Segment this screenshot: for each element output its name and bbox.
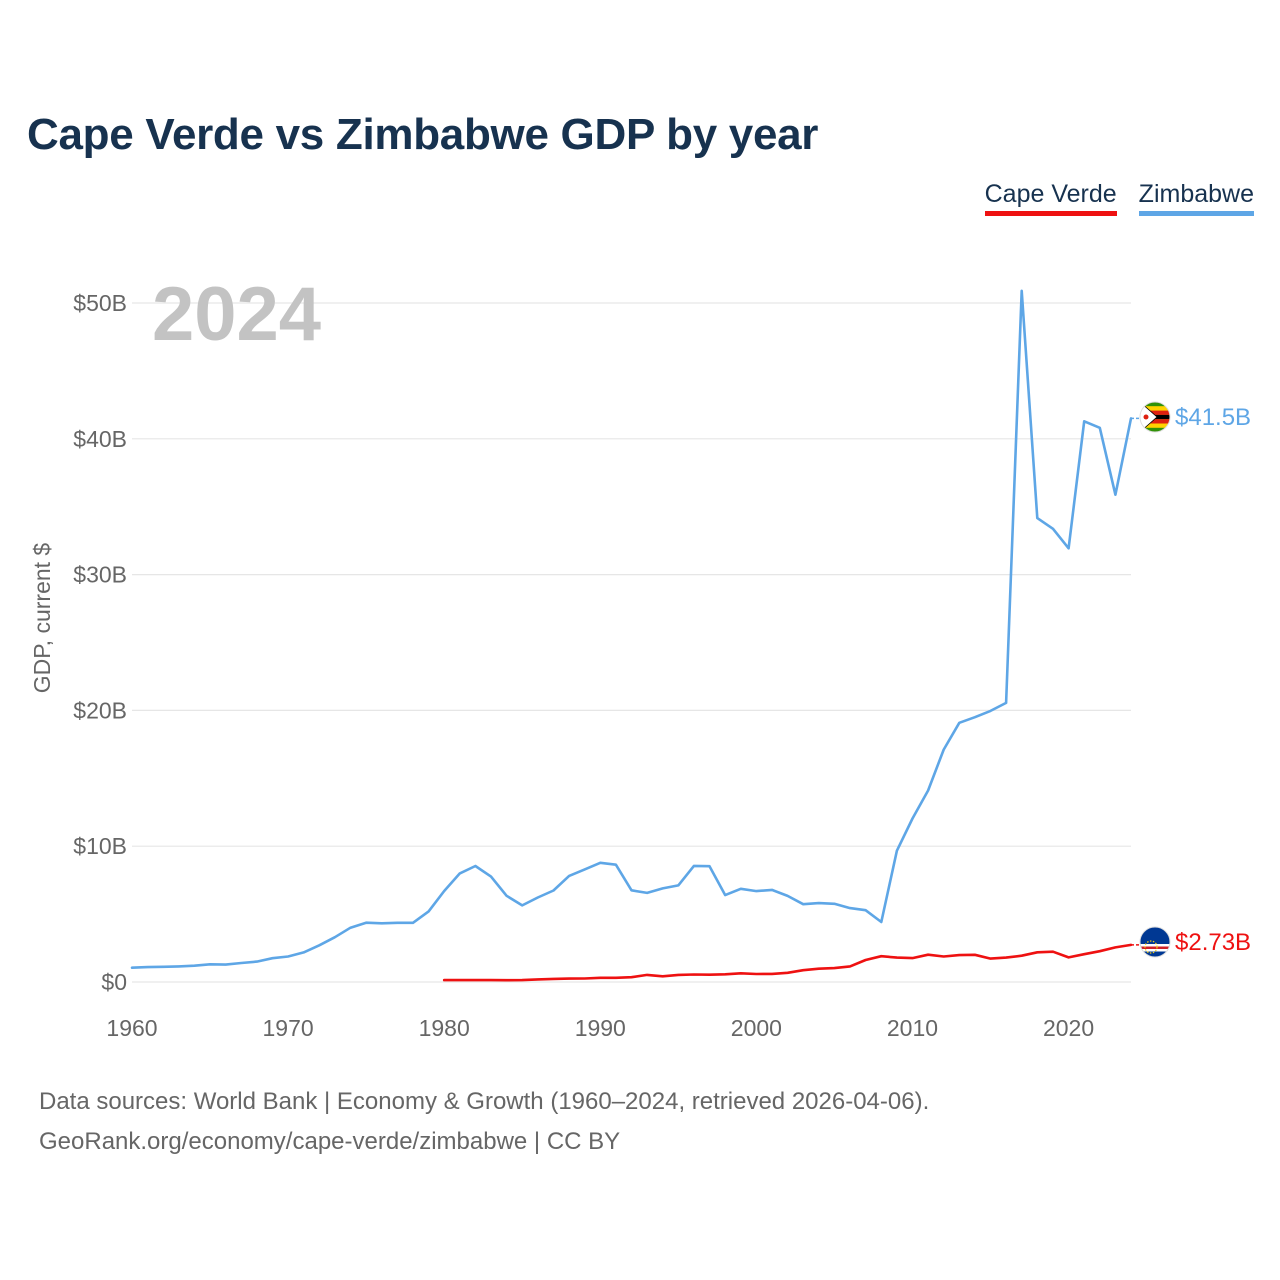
footer: Data sources: World Bank | Economy & Gro… [39, 1082, 929, 1162]
legend: Cape Verde Zimbabwe [984, 180, 1254, 216]
legend-item-zimbabwe[interactable]: Zimbabwe [1138, 180, 1254, 216]
series-lines [130, 289, 1140, 982]
x-tick-label: 2000 [731, 1015, 782, 1041]
series-line-zimbabwe [130, 289, 1133, 970]
y-tick-label: $0 [101, 969, 127, 995]
chart-title: Cape Verde vs Zimbabwe GDP by year [27, 110, 819, 159]
x-axis-ticks: 1960 1970 1980 1990 2000 2010 2020 [106, 1015, 1094, 1041]
y-tick-label: $20B [73, 697, 127, 723]
x-tick-label: 1990 [575, 1015, 626, 1041]
x-tick-label: 1960 [106, 1015, 157, 1041]
x-tick-label: 1970 [263, 1015, 314, 1041]
gdp-line-chart: $0 $10B $20B $30B $40B $50B 1960 1970 1980 1990 2… [29, 272, 1251, 1041]
x-tick-label: 2010 [887, 1015, 938, 1041]
x-tick-label: 2020 [1043, 1015, 1094, 1041]
y-tick-label: $10B [73, 833, 127, 859]
cape-verde-flag-icon [1140, 927, 1170, 957]
x-tick-label: 1980 [419, 1015, 470, 1041]
footer-attribution[interactable]: GeoRank.org/economy/cape-verde/zimbabwe … [39, 1128, 621, 1155]
zimbabwe-flag-icon [1140, 402, 1170, 432]
y-tick-label: $30B [73, 562, 127, 588]
year-label: 2024 [152, 272, 321, 357]
grid-lines [132, 302, 1131, 983]
series-line-cape-verde [442, 943, 1133, 982]
zimbabwe-end-label: $41.5B [1175, 404, 1251, 431]
legend-item-cape-verde[interactable]: Cape Verde [984, 180, 1117, 216]
footer-sources: Data sources: World Bank | Economy & Gro… [39, 1088, 930, 1115]
y-tick-label: $50B [73, 290, 127, 316]
y-axis-ticks: $0 $10B $20B $30B $40B $50B [73, 290, 127, 995]
cape-verde-end-label: $2.73B [1175, 929, 1251, 956]
y-tick-label: $40B [73, 426, 127, 452]
y-axis-label: GDP, current $ [29, 543, 55, 694]
